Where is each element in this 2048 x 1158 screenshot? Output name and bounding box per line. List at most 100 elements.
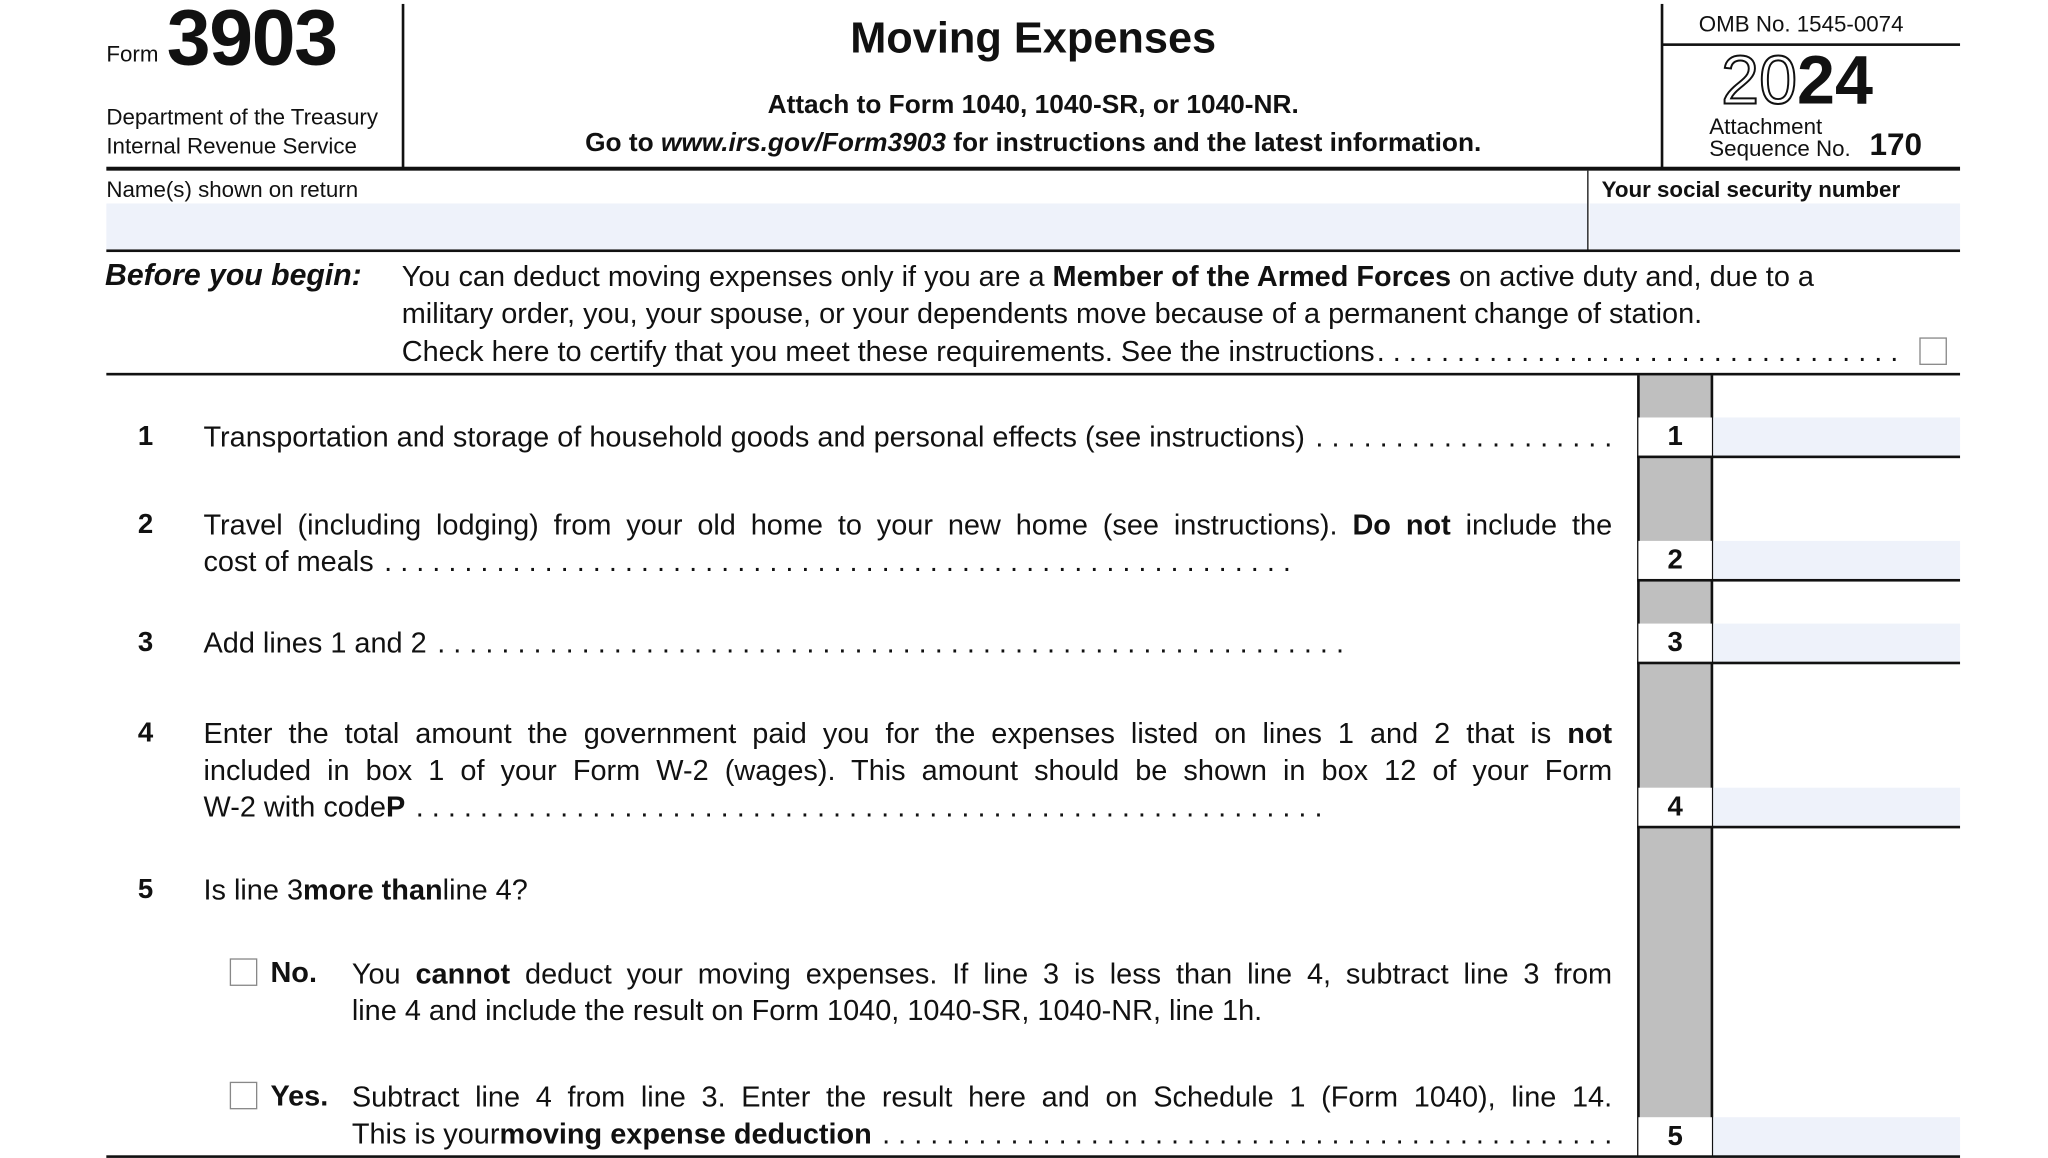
form-label: Form — [106, 42, 159, 67]
text: Add lines 1 and 2 — [203, 626, 427, 660]
divider — [1660, 3, 1664, 169]
text: cost of meals — [203, 544, 374, 578]
omb-number: OMB No. 1545-0074 — [1698, 11, 1904, 37]
line-1-number: 1 — [137, 421, 154, 452]
no-checkbox[interactable] — [229, 958, 258, 986]
line-2-box-label: 2 — [1638, 540, 1712, 581]
line-4-number: 4 — [137, 718, 154, 749]
text: line 4? — [442, 873, 528, 906]
before-text-line3: Check here to certify that you meet thes… — [402, 333, 1899, 370]
goto-prefix: Go to — [585, 128, 661, 158]
line-3-number: 3 — [137, 627, 154, 658]
text-bold: moving expense deduction — [499, 1117, 872, 1151]
divider — [106, 372, 1961, 376]
yes-label: Yes. — [270, 1079, 329, 1112]
line-number-column — [1638, 375, 1712, 1157]
name-label: Name(s) shown on return — [106, 177, 359, 203]
divider — [1662, 43, 1961, 46]
line-5-number: 5 — [137, 874, 154, 905]
no-label: No. — [270, 955, 317, 989]
line-1-box-label: 1 — [1638, 417, 1712, 457]
text: Travel (including lodging) from your old… — [203, 508, 1353, 541]
line-4-amount-field[interactable] — [1713, 787, 1961, 828]
yes-text: Subtract line 4 from line 3. Enter the r… — [352, 1079, 1612, 1116]
line-5-box-label: 5 — [1638, 1117, 1712, 1157]
no-text: You cannot deduct your moving expenses. … — [352, 956, 1612, 993]
line-2-text: Travel (including lodging) from your old… — [203, 507, 1612, 544]
line-2-number: 2 — [137, 509, 154, 540]
text: This is your — [351, 1117, 500, 1151]
dot-leader: . . . . . . . . . . . . . . . . . . . . … — [384, 544, 1291, 578]
text: Is line 3 — [203, 873, 304, 906]
line-3-text: Add lines 1 and 2 . . . . . . . . . . . .… — [203, 625, 1612, 662]
line-5-amount-field[interactable] — [1713, 1117, 1961, 1157]
year-outline: 20 — [1720, 42, 1798, 120]
department: Department of the Treasury — [106, 105, 379, 130]
certify-checkbox[interactable] — [1919, 337, 1947, 365]
line-1-text: Transportation and storage of household … — [203, 419, 1612, 456]
line-4-text-cont: included in box 1 of your Form W-2 (wage… — [203, 752, 1612, 789]
yes-text-cont: This is your moving expense deduction. .… — [352, 1116, 1612, 1153]
divider — [1587, 170, 1589, 251]
text-bold: Member of the Armed Forces — [1052, 259, 1452, 293]
divider — [1637, 825, 1961, 829]
dot-leader: . . . . . . . . . . . . . . . . . . . . … — [1375, 334, 1899, 368]
ssn-label: Your social security number — [1601, 177, 1901, 203]
text: deduct your moving expenses. If line 3 i… — [510, 957, 1613, 990]
divider — [106, 249, 1961, 253]
ssn-field[interactable] — [1589, 203, 1961, 250]
instructions-note: Go to www.irs.gov/Form3903 for instructi… — [404, 129, 1662, 159]
line-1-amount-field[interactable] — [1713, 417, 1961, 457]
form-number: 3903 — [166, 0, 338, 82]
text: You can deduct moving expenses only if y… — [401, 259, 1053, 293]
line-4-box-label: 4 — [1638, 787, 1712, 828]
before-text-line2: military order, you, your spouse, or you… — [401, 296, 1703, 330]
text-bold: cannot — [415, 957, 511, 990]
before-you-begin-label: Before you begin: — [105, 257, 362, 292]
line-2-amount-field[interactable] — [1713, 540, 1961, 581]
text: Subtract line 4 from line 3. Enter the r… — [351, 1080, 1613, 1114]
dot-leader: . . . . . . . . . . . . . . . . . . . . … — [872, 1117, 1613, 1151]
line-5-text: Is line 3 more than line 4? — [203, 872, 1612, 909]
dot-leader: . . . . . . . . . . . . . . . . . . . . … — [415, 790, 1323, 824]
text-bold: P — [385, 790, 406, 824]
divider — [106, 166, 1961, 171]
page-title: Moving Expenses — [850, 13, 1217, 62]
attachment-label: Attachment — [1709, 114, 1823, 140]
text: Enter the total amount the government pa… — [203, 716, 1568, 750]
dot-leader: . . . . . . . . . . . . . . . . . . . . … — [1305, 420, 1613, 453]
line-3-amount-field[interactable] — [1713, 623, 1961, 663]
text: You — [351, 957, 416, 990]
yes-checkbox[interactable] — [229, 1081, 258, 1110]
divider — [1710, 375, 1714, 1157]
no-text-cont: line 4 and include the result on Form 10… — [351, 993, 1263, 1027]
text-bold: Do not — [1352, 508, 1451, 541]
text: include the — [1450, 508, 1613, 541]
certify-text: Check here to certify that you meet thes… — [401, 334, 1375, 368]
irs-link[interactable]: www.irs.gov/Form3903 — [660, 128, 946, 158]
sequence-label: Sequence No. — [1709, 136, 1851, 162]
divider — [401, 3, 405, 169]
tax-year: 2024 — [1720, 42, 1873, 120]
divider — [1637, 661, 1961, 665]
text-bold: more than — [303, 873, 443, 906]
agency: Internal Revenue Service — [106, 133, 357, 159]
goto-suffix: for instructions and the latest informat… — [945, 128, 1482, 158]
dot-leader: . . . . . . . . . . . . . . . . . . . . … — [437, 626, 1344, 660]
line-4-text-cont2: W-2 with code P . . . . . . . . . . . . .… — [203, 789, 1612, 826]
before-text-line1: You can deduct moving expenses only if y… — [402, 259, 1814, 296]
year-bold: 24 — [1797, 43, 1873, 120]
divider — [1637, 375, 1640, 1157]
divider — [1637, 578, 1961, 582]
name-field[interactable] — [106, 203, 1588, 250]
divider — [1637, 455, 1961, 459]
text: Transportation and storage of household … — [203, 420, 1305, 453]
text: W-2 with code — [203, 790, 386, 824]
line-2-text-cont: cost of meals . . . . . . . . . . . . . .… — [203, 544, 1612, 581]
line-3-box-label: 3 — [1638, 623, 1712, 663]
text: on active duty and, due to a — [1451, 259, 1814, 293]
line-4-text: Enter the total amount the government pa… — [203, 715, 1612, 752]
sequence-number: 170 — [1869, 127, 1923, 163]
text-bold: not — [1567, 716, 1613, 750]
